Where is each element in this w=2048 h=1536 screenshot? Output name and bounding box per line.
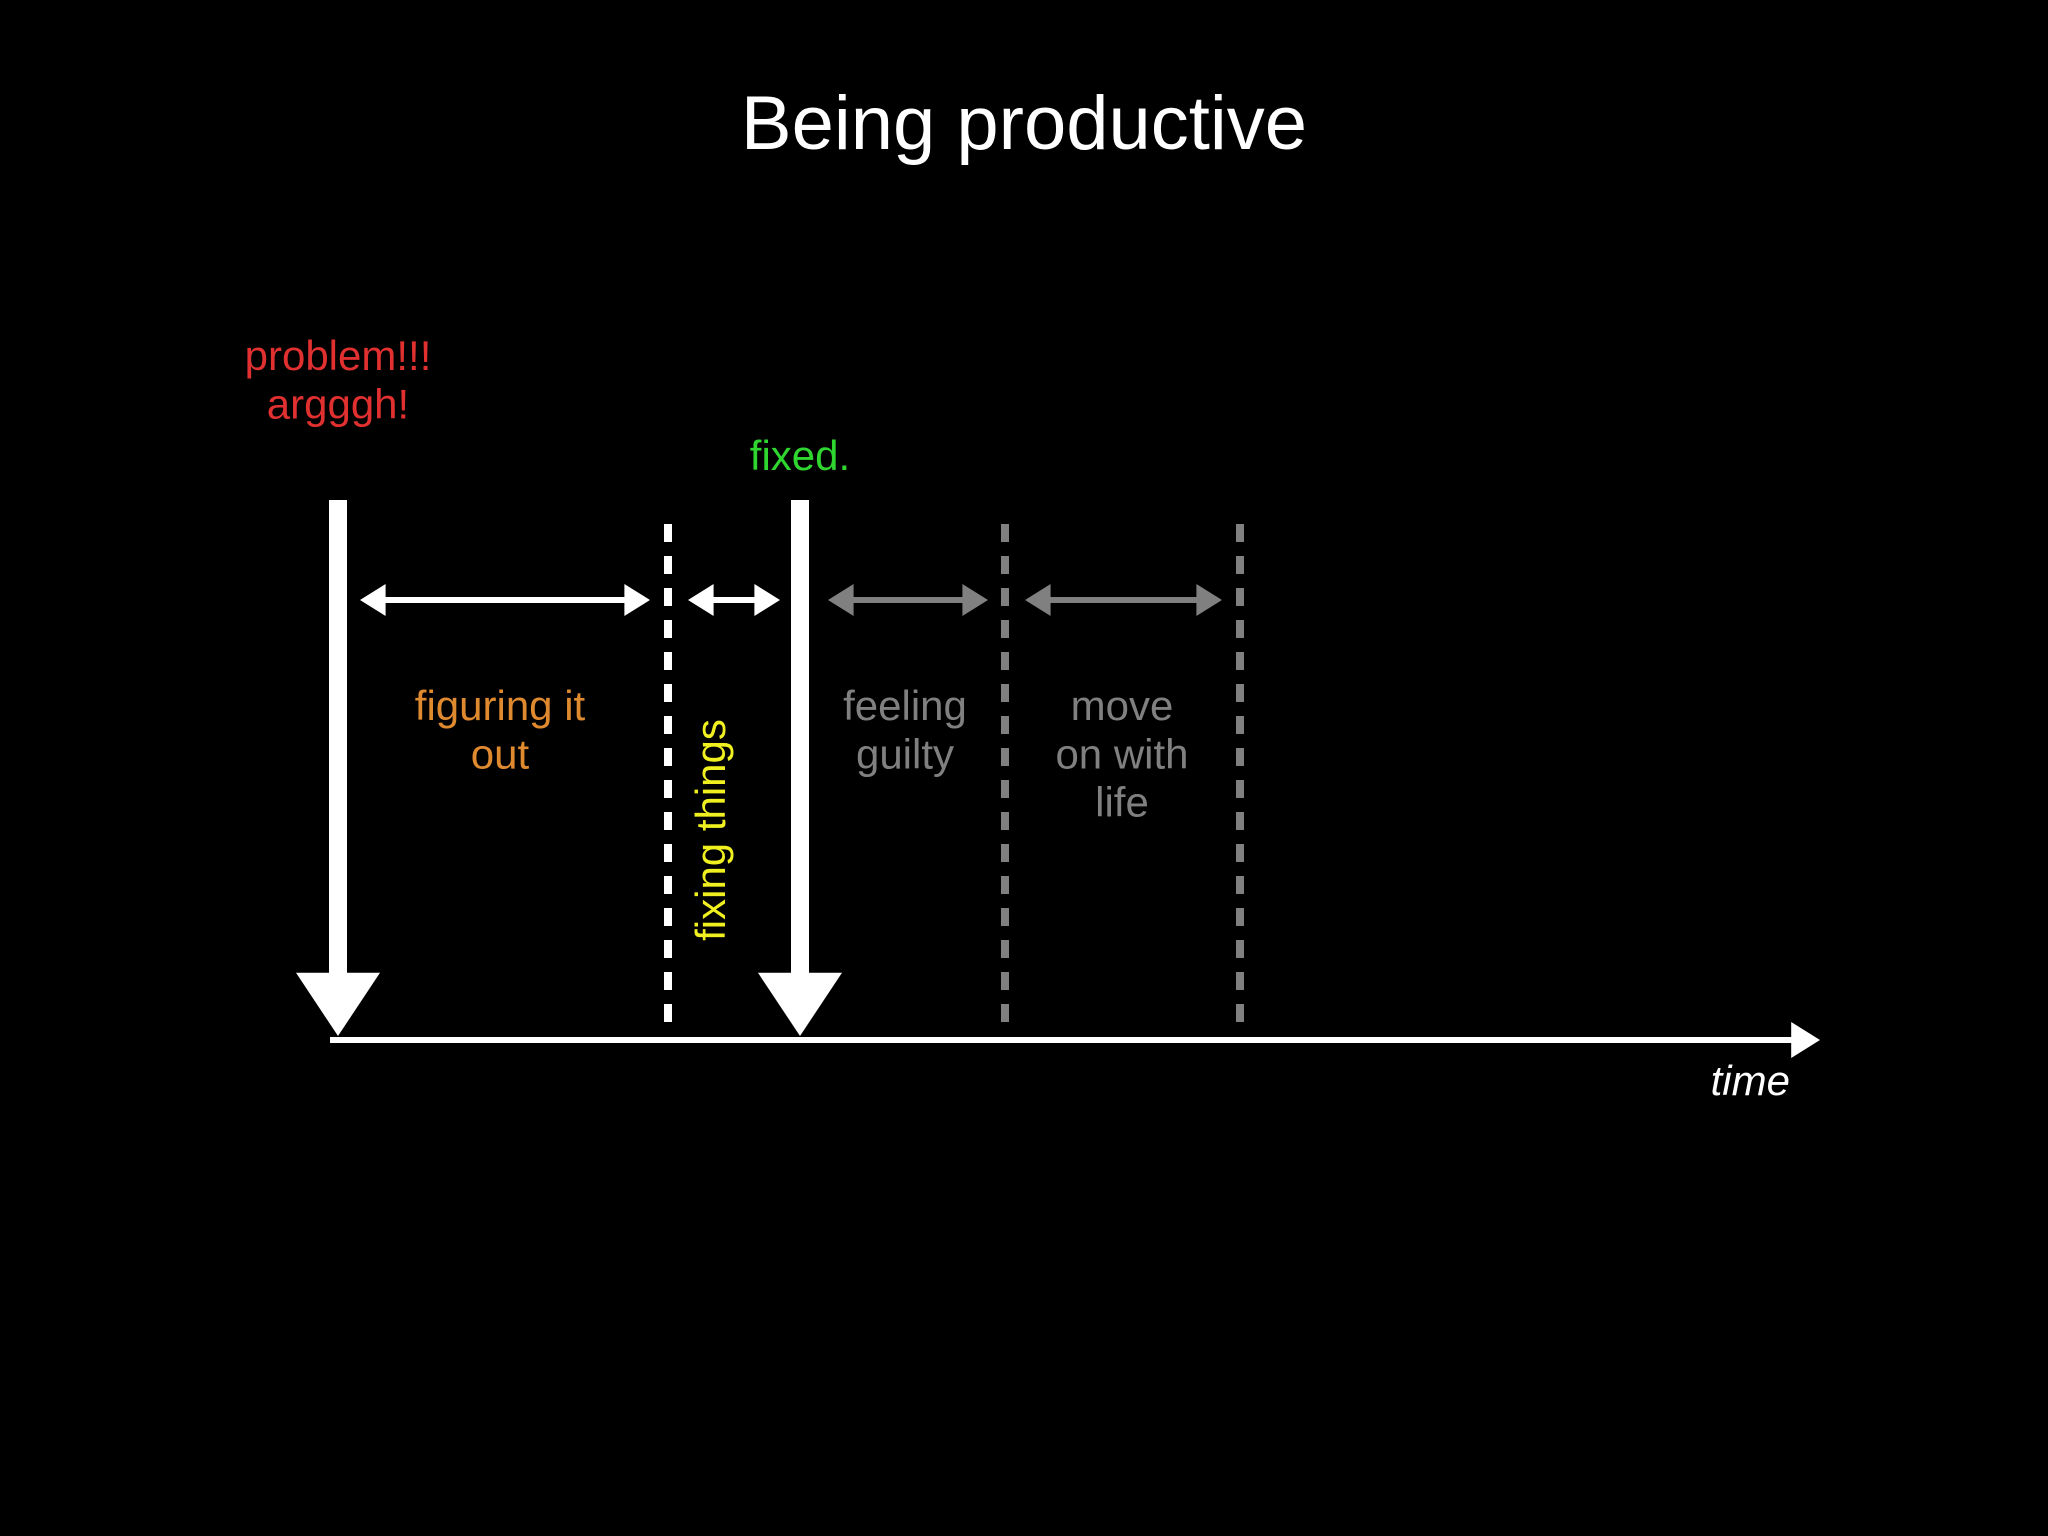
span-arrowhead-left-icon-moveon (1025, 584, 1051, 616)
event-label-fixed: fixed. (750, 432, 850, 479)
span-arrowhead-right-icon-moveon (1196, 584, 1222, 616)
timeline-label: time (1711, 1057, 1790, 1104)
span-arrowhead-left-icon-guilty (828, 584, 854, 616)
span-label-figuring: figuring itout (415, 682, 586, 777)
timeline-diagram: time problem!!!argggh! fixed. figuring itou… (0, 0, 2048, 1536)
span-arrowhead-right-icon-fixing (754, 584, 780, 616)
event-label-problem: problem!!!argggh! (245, 332, 432, 427)
event-arrowhead-icon-fixed (758, 973, 842, 1036)
span-label-fixing: fixing things (687, 719, 734, 941)
span-label-moveon: moveon withlife (1055, 682, 1188, 826)
span-arrowhead-left-icon-figuring (360, 584, 386, 616)
slide: Being productive timeproblem!!!argggh!fi… (0, 0, 2048, 1536)
span-arrowhead-right-icon-figuring (624, 584, 650, 616)
span-arrowhead-left-icon-fixing (688, 584, 714, 616)
timeline-arrowhead-icon (1791, 1022, 1820, 1058)
span-arrowhead-right-icon-guilty (962, 584, 988, 616)
event-arrowhead-icon-problem (296, 973, 380, 1036)
span-label-guilty: feelingguilty (843, 682, 967, 777)
